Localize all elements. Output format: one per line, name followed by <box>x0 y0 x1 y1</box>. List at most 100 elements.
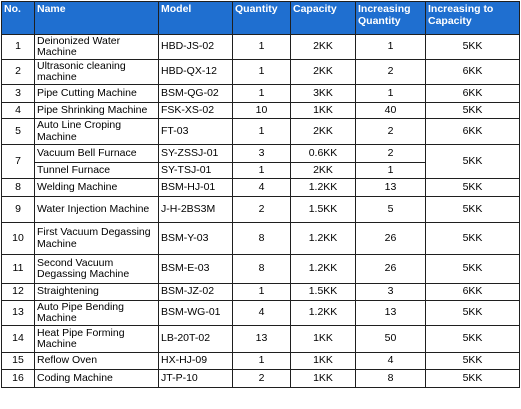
cell-no: 7 <box>1 144 35 179</box>
cell-increasing-quantity: 26 <box>355 254 426 284</box>
cell-increasing-capacity: 5KK <box>425 222 520 255</box>
cell-no: 4 <box>1 102 35 119</box>
cell-no: 2 <box>1 59 35 85</box>
cell-name: Pipe Shrinking Machine <box>34 102 159 119</box>
cell-increasing-capacity: 6KK <box>425 84 520 103</box>
cell-increasing-quantity: 13 <box>355 178 426 197</box>
cell-capacity: 1.2KK <box>290 254 356 284</box>
cell-name: Vacuum Bell Furnace <box>34 144 159 163</box>
equipment-table: No. Name Model Quantity Capacity Increas… <box>1 1 520 388</box>
cell-increasing-quantity: 4 <box>355 352 426 370</box>
cell-increasing-quantity: 3 <box>355 283 426 301</box>
cell-increasing-quantity: 2 <box>355 59 426 85</box>
cell-increasing-capacity: 5KK <box>425 254 520 284</box>
cell-name: Straightening <box>34 283 159 301</box>
cell-model: JT-P-10 <box>158 369 233 388</box>
column-header-capacity: Capacity <box>290 1 356 35</box>
cell-name: First Vacuum Degassing Machine <box>34 222 159 255</box>
cell-name: Auto Pipe Bending Machine <box>34 300 159 326</box>
cell-quantity: 1 <box>232 118 291 145</box>
cell-name: Ultrasonic cleaning machine <box>34 59 159 85</box>
cell-increasing-quantity: 8 <box>355 369 426 388</box>
cell-increasing-capacity: 5KK <box>425 369 520 388</box>
cell-capacity: 1.5KK <box>290 196 356 223</box>
cell-model: BSM-WG-01 <box>158 300 233 326</box>
cell-model: HBD-QX-12 <box>158 59 233 85</box>
cell-capacity: 1KK <box>290 369 356 388</box>
table-row: 13 Auto Pipe Bending Machine BSM-WG-01 4… <box>1 300 520 326</box>
table-row: 5 Auto Line Croping Machine FT-03 1 2KK … <box>1 118 520 145</box>
column-header-quantity: Quantity <box>232 1 291 35</box>
column-header-no: No. <box>1 1 35 35</box>
cell-name: Deinonized Water Machine <box>34 34 159 60</box>
table-row: 14 Heat Pipe Forming Machine LB-20T-02 1… <box>1 325 520 353</box>
cell-quantity: 2 <box>232 196 291 223</box>
cell-increasing-capacity: 5KK <box>425 144 520 179</box>
cell-model: SY-ZSSJ-01 <box>158 144 233 163</box>
cell-model: BSM-QG-02 <box>158 84 233 103</box>
cell-no: 5 <box>1 118 35 145</box>
cell-no: 16 <box>1 369 35 388</box>
cell-quantity: 4 <box>232 178 291 197</box>
cell-quantity: 1 <box>232 34 291 60</box>
cell-increasing-capacity: 6KK <box>425 283 520 301</box>
cell-increasing-quantity: 2 <box>355 118 426 145</box>
table-row: 10 First Vacuum Degassing Machine BSM-Y-… <box>1 222 520 255</box>
cell-model: LB-20T-02 <box>158 325 233 353</box>
cell-capacity: 0.6KK <box>290 144 356 163</box>
column-header-increasing-quantity: Increasing Quantity <box>355 1 426 35</box>
cell-increasing-capacity: 5KK <box>425 196 520 223</box>
cell-no: 12 <box>1 283 35 301</box>
cell-increasing-capacity: 5KK <box>425 34 520 60</box>
cell-quantity: 8 <box>232 222 291 255</box>
cell-name: Water Injection Machine <box>34 196 159 223</box>
cell-no: 9 <box>1 196 35 223</box>
cell-name: Coding Machine <box>34 369 159 388</box>
cell-model: SY-TSJ-01 <box>158 162 233 179</box>
cell-quantity: 4 <box>232 300 291 326</box>
cell-capacity: 2KK <box>290 118 356 145</box>
cell-name: Reflow Oven <box>34 352 159 370</box>
cell-model: HX-HJ-09 <box>158 352 233 370</box>
cell-quantity: 13 <box>232 325 291 353</box>
cell-quantity: 1 <box>232 283 291 301</box>
cell-capacity: 1KK <box>290 325 356 353</box>
cell-capacity: 1.2KK <box>290 300 356 326</box>
cell-no: 11 <box>1 254 35 284</box>
cell-increasing-quantity: 1 <box>355 84 426 103</box>
cell-quantity: 3 <box>232 144 291 163</box>
table-row: 15 Reflow Oven HX-HJ-09 1 1KK 4 5KK <box>1 352 520 370</box>
cell-capacity: 1KK <box>290 102 356 119</box>
cell-model: BSM-HJ-01 <box>158 178 233 197</box>
table-row: 1 Deinonized Water Machine HBD-JS-02 1 2… <box>1 34 520 60</box>
table-row: 9 Water Injection Machine J-H-2BS3M 2 1.… <box>1 196 520 223</box>
cell-name: Tunnel Furnace <box>34 162 159 179</box>
cell-no: 8 <box>1 178 35 197</box>
cell-model: J-H-2BS3M <box>158 196 233 223</box>
cell-capacity: 1.2KK <box>290 222 356 255</box>
cell-no: 15 <box>1 352 35 370</box>
cell-no: 1 <box>1 34 35 60</box>
cell-no: 10 <box>1 222 35 255</box>
cell-quantity: 1 <box>232 352 291 370</box>
header-row: No. Name Model Quantity Capacity Increas… <box>1 1 520 35</box>
cell-name: Auto Line Croping Machine <box>34 118 159 145</box>
cell-increasing-capacity: 6KK <box>425 118 520 145</box>
cell-increasing-quantity: 2 <box>355 144 426 163</box>
cell-increasing-quantity: 1 <box>355 34 426 60</box>
table-row: 16 Coding Machine JT-P-10 2 1KK 8 5KK <box>1 369 520 388</box>
cell-increasing-capacity: 6KK <box>425 59 520 85</box>
cell-increasing-quantity: 26 <box>355 222 426 255</box>
cell-quantity: 1 <box>232 84 291 103</box>
cell-capacity: 1.5KK <box>290 283 356 301</box>
cell-capacity: 2KK <box>290 162 356 179</box>
cell-quantity: 8 <box>232 254 291 284</box>
cell-increasing-quantity: 5 <box>355 196 426 223</box>
cell-name: Pipe Cutting Machine <box>34 84 159 103</box>
cell-model: FSK-XS-02 <box>158 102 233 119</box>
cell-no: 13 <box>1 300 35 326</box>
cell-increasing-quantity: 50 <box>355 325 426 353</box>
table-row: 12 Straightening BSM-JZ-02 1 1.5KK 3 6KK <box>1 283 520 301</box>
table-row: 8 Welding Machine BSM-HJ-01 4 1.2KK 13 5… <box>1 178 520 197</box>
cell-increasing-quantity: 40 <box>355 102 426 119</box>
